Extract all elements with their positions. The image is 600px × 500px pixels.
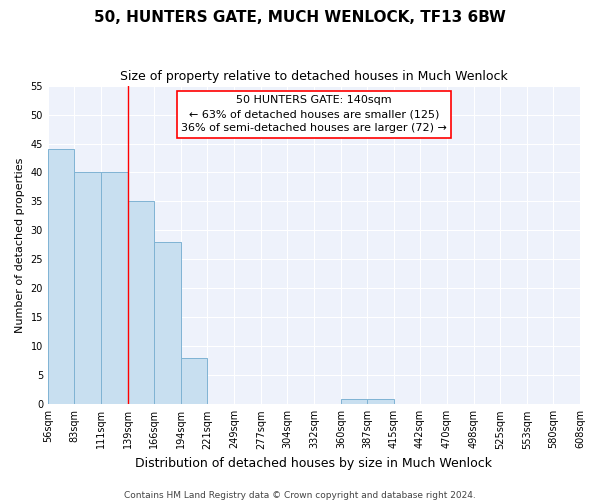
Bar (48, 150, 74, 404)
Bar (341, 398, 367, 404)
X-axis label: Distribution of detached houses by size in Much Wenlock: Distribution of detached houses by size … (136, 457, 493, 470)
Bar (154, 242, 181, 404)
Text: Contains HM Land Registry data © Crown copyright and database right 2024.: Contains HM Land Registry data © Crown c… (124, 490, 476, 500)
Text: 50, HUNTERS GATE, MUCH WENLOCK, TF13 6BW: 50, HUNTERS GATE, MUCH WENLOCK, TF13 6BW (94, 10, 506, 25)
Bar (367, 398, 394, 404)
Bar (74, 172, 101, 404)
Bar (101, 172, 128, 404)
Title: Size of property relative to detached houses in Much Wenlock: Size of property relative to detached ho… (120, 70, 508, 83)
Bar (181, 358, 207, 405)
Text: 50 HUNTERS GATE: 140sqm
← 63% of detached houses are smaller (125)
36% of semi-d: 50 HUNTERS GATE: 140sqm ← 63% of detache… (181, 95, 447, 133)
Bar (128, 202, 154, 404)
Y-axis label: Number of detached properties: Number of detached properties (15, 157, 25, 332)
